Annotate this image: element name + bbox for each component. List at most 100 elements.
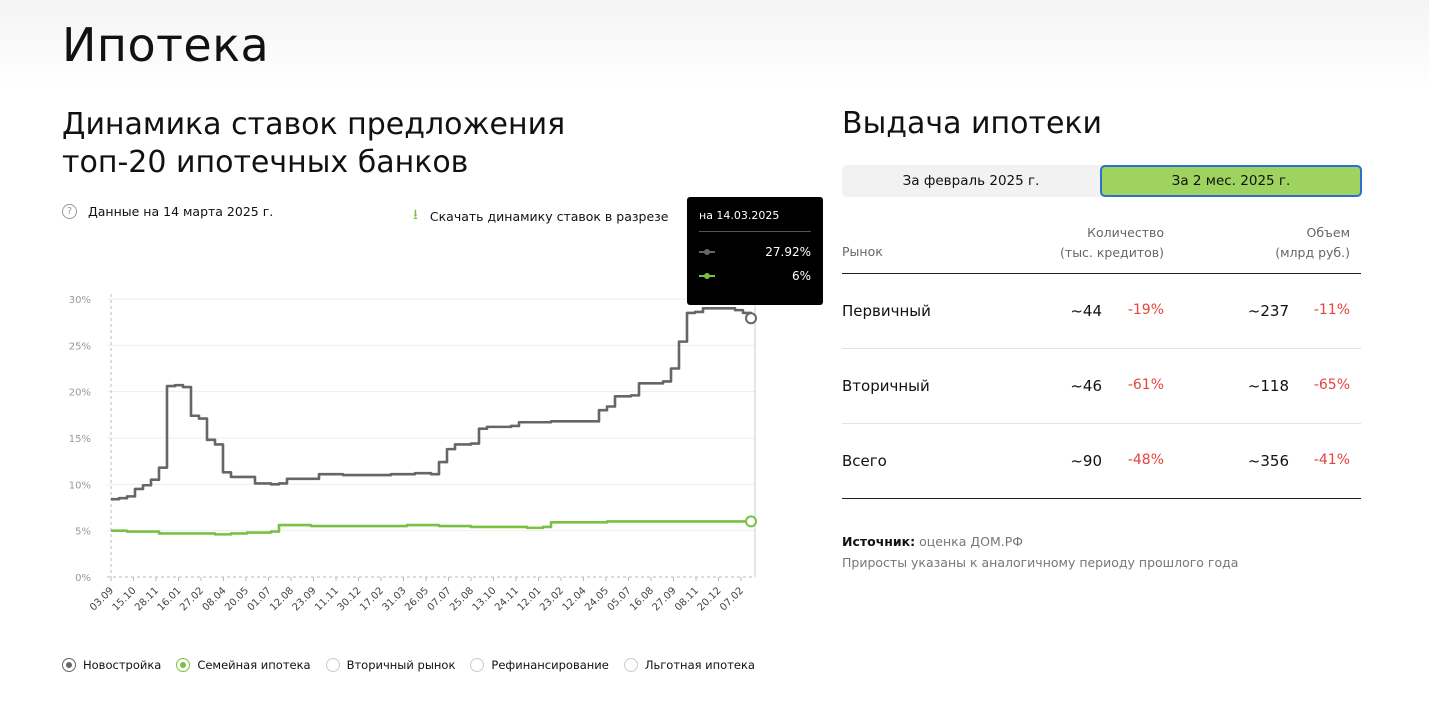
tooltip-marker-gray bbox=[699, 249, 715, 255]
x-tick-label: 12.04 bbox=[561, 585, 589, 613]
y-tick-label: 20% bbox=[69, 388, 91, 399]
cell-volume-delta: -41% bbox=[1313, 452, 1350, 468]
y-tick-label: 15% bbox=[69, 434, 91, 445]
x-tick-label: 17.02 bbox=[358, 585, 386, 613]
cell-quantity-delta: -61% bbox=[1127, 377, 1164, 393]
x-tick-label: 20.12 bbox=[696, 585, 724, 613]
radio-icon[interactable] bbox=[623, 658, 638, 672]
y-tick-label: 10% bbox=[69, 480, 91, 491]
radio-icon[interactable] bbox=[325, 658, 340, 672]
legend-item-secondary[interactable]: Вторичный рынок bbox=[325, 658, 456, 672]
y-tick-label: 25% bbox=[69, 341, 91, 352]
header-quantity-line1: Количество bbox=[1087, 225, 1164, 240]
chart-title-line1: Динамика ставок предложения bbox=[62, 107, 566, 142]
tooltip-row-new-build: 27.92% bbox=[699, 240, 811, 264]
x-tick-label: 20.05 bbox=[223, 585, 251, 613]
chart-title-line2: топ-20 ипотечных банков bbox=[62, 145, 469, 180]
growth-note: Приросты указаны к аналогичному периоду … bbox=[842, 555, 1239, 570]
legend-label: Льготная ипотека bbox=[644, 658, 755, 672]
tab-february[interactable]: За февраль 2025 г. bbox=[902, 173, 1040, 189]
x-tick-label: 12.01 bbox=[516, 585, 544, 613]
header-quantity-line2: (тыс. кредитов) bbox=[1060, 245, 1164, 260]
x-tick-label: 12.08 bbox=[268, 585, 296, 613]
radio-icon[interactable] bbox=[62, 658, 76, 672]
tooltip-marker-green bbox=[699, 273, 715, 279]
x-tick-label: 28.11 bbox=[133, 585, 161, 613]
cell-volume: ~237 bbox=[1247, 302, 1289, 320]
rates-chart[interactable]: 0% 5% 10% 15% 20% 25% 30% 03.0915.1028.1116.01… bbox=[0, 0, 800, 650]
series-family-line[interactable] bbox=[111, 520, 751, 536]
cell-quantity: ~90 bbox=[1070, 452, 1102, 470]
legend-item-refinance[interactable]: Рефинансирование bbox=[470, 658, 609, 672]
x-tick-label: 26.05 bbox=[403, 585, 431, 613]
x-tick-label: 01.07 bbox=[246, 585, 274, 613]
table-row: Первичный ~44 -19% ~237 -11% bbox=[842, 274, 1361, 349]
cell-volume-delta: -65% bbox=[1313, 377, 1350, 393]
legend-item-family[interactable]: Семейная ипотека bbox=[176, 658, 311, 672]
header-quantity: Количество (тыс. кредитов) bbox=[1060, 223, 1164, 263]
cell-market: Первичный bbox=[842, 302, 931, 320]
question-icon[interactable]: ? bbox=[62, 204, 77, 219]
issuance-title: Выдача ипотеки bbox=[842, 106, 1103, 141]
x-tick-label: 15.10 bbox=[111, 585, 139, 613]
tooltip-row-family: 6% bbox=[699, 264, 811, 288]
x-tick-label: 16.01 bbox=[156, 585, 184, 613]
table-row: Вторичный ~46 -61% ~118 -65% bbox=[842, 349, 1361, 424]
chart-title: Динамика ставок предложения топ-20 ипоте… bbox=[62, 106, 662, 182]
cell-quantity: ~44 bbox=[1070, 302, 1102, 320]
x-tick-label: 23.09 bbox=[291, 585, 319, 613]
tab-two-months[interactable]: За 2 мес. 2025 г. bbox=[1100, 165, 1362, 197]
header-volume-line2: (млрд руб.) bbox=[1275, 245, 1350, 260]
download-text: Скачать динамику ставок в разрезе bbox=[429, 208, 669, 224]
legend-item-preferential[interactable]: Льготная ипотека bbox=[623, 658, 755, 672]
x-tick-label: 27.02 bbox=[178, 585, 206, 613]
radio-icon[interactable] bbox=[470, 658, 485, 672]
x-tick-label: 16.08 bbox=[628, 585, 656, 613]
x-tick-label: 07.02 bbox=[718, 585, 746, 613]
x-tick-label: 25.08 bbox=[448, 585, 476, 613]
legend-label: Семейная ипотека bbox=[197, 658, 311, 672]
cell-volume: ~356 bbox=[1247, 452, 1289, 470]
x-tick-label: 24.05 bbox=[583, 585, 611, 613]
x-tick-label: 13.10 bbox=[471, 585, 499, 613]
cell-volume-delta: -11% bbox=[1313, 302, 1350, 318]
header-band bbox=[0, 0, 1429, 90]
x-tick-label: 27.09 bbox=[651, 585, 679, 613]
download-link[interactable]: ⭳ Скачать динамику ставок в разрезе bbox=[413, 204, 668, 228]
header-volume: Объем (млрд руб.) bbox=[1275, 223, 1350, 263]
period-tabs: За февраль 2025 г. За 2 мес. 2025 г. bbox=[842, 165, 1362, 197]
tooltip-date: на 14.03.2025 bbox=[699, 209, 811, 232]
x-tick-label: 05.07 bbox=[606, 585, 634, 613]
x-tick-label: 11.11 bbox=[313, 585, 341, 613]
tooltip-value-family: 6% bbox=[791, 269, 811, 283]
series-end-marker bbox=[745, 312, 757, 325]
table-row: Всего ~90 -48% ~356 -41% bbox=[842, 424, 1361, 499]
cell-market: Всего bbox=[842, 452, 887, 470]
page-title: Ипотека bbox=[62, 18, 270, 72]
x-tick-label: 23.02 bbox=[538, 585, 566, 613]
chart-legend: Новостройка Семейная ипотека Вторичный р… bbox=[62, 658, 770, 672]
source-label: Источник: bbox=[842, 534, 916, 549]
x-tick-label: 08.04 bbox=[201, 585, 229, 613]
x-tick-label: 07.07 bbox=[426, 585, 454, 613]
x-tick-label: 24.11 bbox=[493, 585, 521, 613]
series-new-build-line[interactable] bbox=[111, 306, 753, 501]
cell-market: Вторичный bbox=[842, 377, 930, 395]
x-tick-label: 03.09 bbox=[88, 585, 116, 613]
legend-label: Новостройка bbox=[83, 658, 162, 672]
y-tick-label: 5% bbox=[75, 527, 91, 538]
table-header: Рынок Количество (тыс. кредитов) Объем (… bbox=[842, 215, 1361, 274]
source-value: оценка ДОМ.РФ bbox=[919, 534, 1024, 549]
chart-tooltip: на 14.03.2025 27.92% 6% bbox=[687, 197, 823, 305]
legend-item-new-build[interactable]: Новостройка bbox=[62, 658, 161, 672]
series-end-marker bbox=[745, 515, 757, 528]
y-tick-label: 30% bbox=[69, 295, 91, 306]
y-tick-label: 0% bbox=[75, 573, 91, 584]
header-market: Рынок bbox=[842, 244, 883, 259]
cell-volume: ~118 bbox=[1247, 377, 1289, 395]
radio-icon[interactable] bbox=[176, 658, 191, 672]
data-date-text: Данные на 14 марта 2025 г. bbox=[88, 204, 274, 219]
issuance-table: Рынок Количество (тыс. кредитов) Объем (… bbox=[842, 215, 1361, 499]
x-tick-label: 31.03 bbox=[381, 585, 409, 613]
legend-label: Вторичный рынок bbox=[346, 658, 456, 672]
